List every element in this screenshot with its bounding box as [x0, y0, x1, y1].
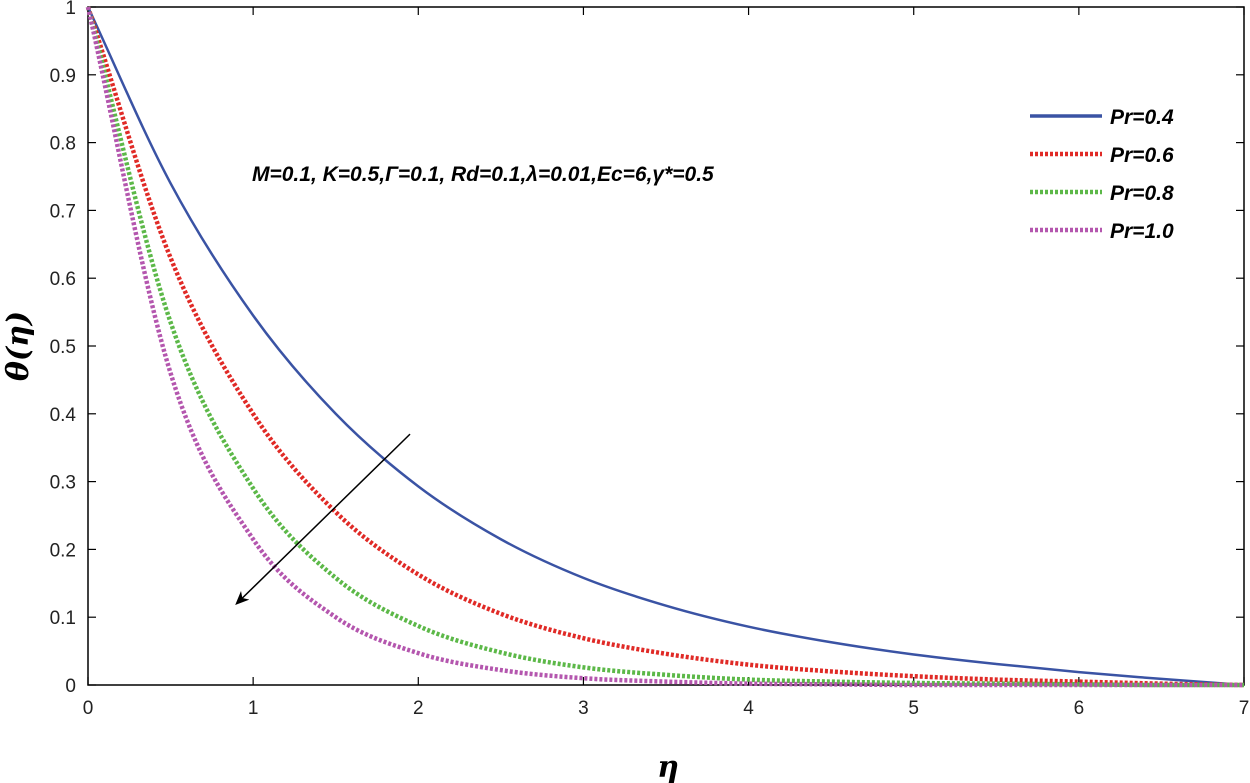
series-line-2 — [85, 6, 1245, 688]
legend-label-1: Pr=0.4 — [1110, 106, 1174, 129]
series-line-3 — [85, 6, 1244, 688]
y-tick-label: 0.1 — [50, 608, 76, 629]
y-tick-label: 0.3 — [50, 473, 76, 494]
y-tick-label: 0.5 — [50, 337, 76, 358]
x-tick-label: 1 — [248, 698, 259, 719]
x-tick-label: 3 — [578, 698, 589, 719]
y-tick-label: 0.2 — [50, 540, 76, 561]
y-tick-label: 0.7 — [50, 201, 76, 222]
y-tick-label: 0.4 — [50, 405, 77, 426]
series-line-1 — [86, 6, 1245, 687]
x-tick-label: 6 — [1074, 698, 1085, 719]
legend-label-3: Pr=0.8 — [1110, 182, 1174, 205]
x-axis-label: η — [657, 750, 679, 783]
x-tick-label: 5 — [908, 698, 919, 719]
x-tick-label: 0 — [83, 698, 94, 719]
x-tick-label: 4 — [743, 698, 754, 719]
legend: Pr=0.4 Pr=0.6 Pr=0.8 Pr=1.0 — [1030, 106, 1174, 243]
y-tick-label: 0 — [65, 676, 76, 697]
legend-label-4: Pr=1.0 — [1110, 220, 1174, 243]
series-layer — [85, 6, 1245, 688]
series-line-4 — [85, 6, 1244, 688]
plot-area-frame — [87, 6, 1245, 686]
legend-label-2: Pr=0.6 — [1110, 144, 1174, 167]
x-tick-label: 2 — [413, 698, 424, 719]
annotation-text: M=0.1, K=0.5,Γ=0.1, Rd=0.1,λ=0.01,Ec=6,γ… — [252, 163, 714, 186]
y-tick-label: 0.9 — [50, 66, 76, 87]
trend-arrow — [235, 433, 411, 606]
y-tick-label: 1 — [65, 0, 76, 19]
axis-ticks: 0 1 2 3 4 5 6 7 0 0.1 0.2 0.3 0.4 0.5 0.6 0.7 0.8 0.9 1 — [50, 0, 1250, 719]
x-tick-label: 7 — [1239, 698, 1250, 719]
y-axis-label: θ(η) — [1, 311, 36, 381]
y-tick-label: 0.8 — [50, 134, 76, 155]
y-tick-label: 0.6 — [50, 269, 76, 290]
